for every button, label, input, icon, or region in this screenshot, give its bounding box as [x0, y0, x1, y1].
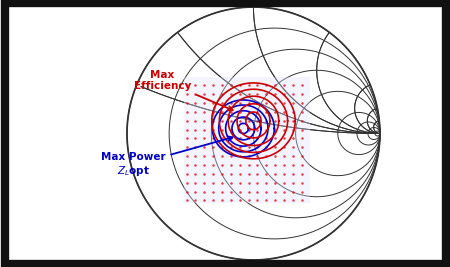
- Text: Max Power
$Z_L$opt: Max Power $Z_L$opt: [101, 136, 232, 178]
- Bar: [184, 77, 310, 203]
- Text: Max
Efficiency: Max Efficiency: [134, 70, 233, 111]
